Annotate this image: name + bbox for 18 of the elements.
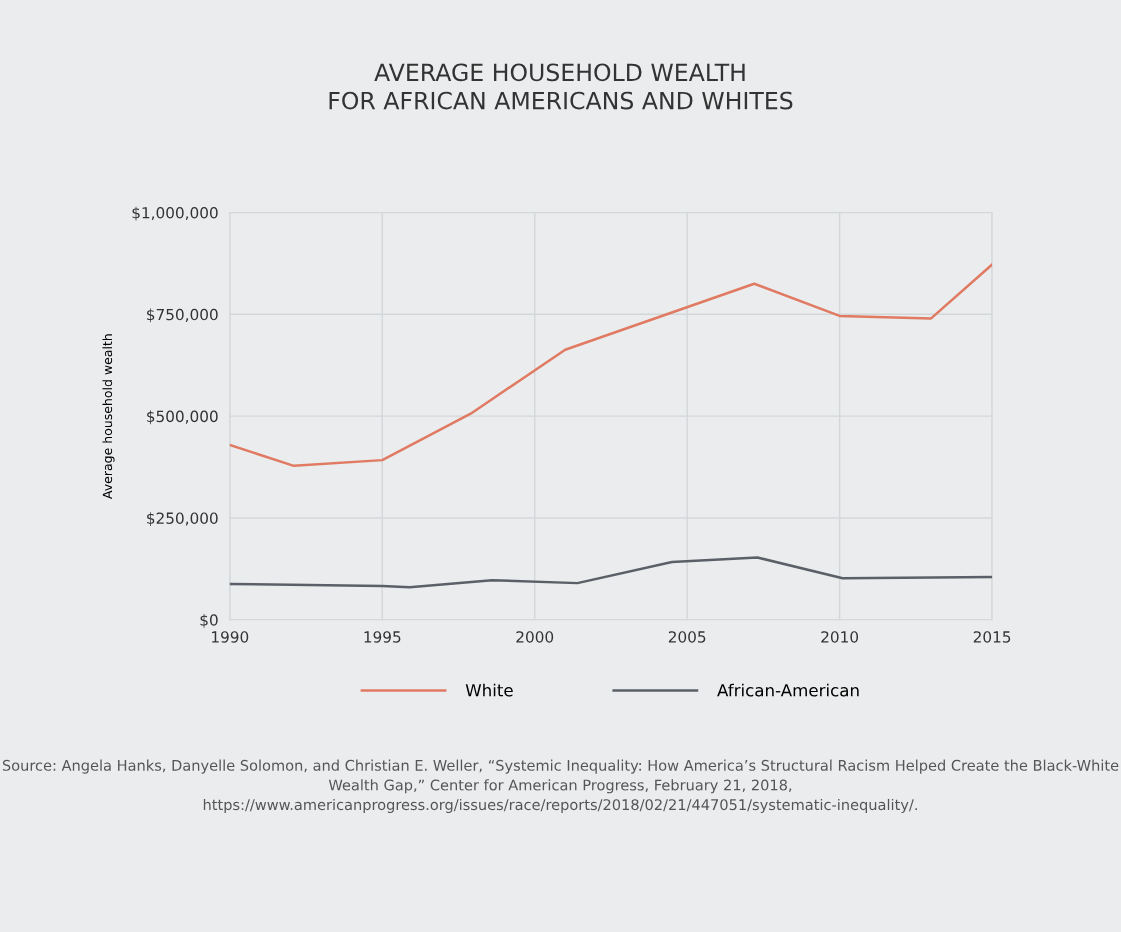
y-tick-label: $750,000 [147, 308, 218, 323]
y-tick-label: $500,000 [147, 410, 218, 425]
x-tick-label: 2000 [516, 631, 554, 643]
x-tick-label: 2010 [821, 631, 859, 643]
y-tick-label: $0 [200, 613, 218, 628]
line-series [229, 263, 993, 468]
y-tick-label: $1,000,000 [132, 206, 218, 221]
legend-label: White [465, 683, 513, 697]
chart-title: AVERAGE HOUSEHOLD WEALTH FOR AFRICAN AMERICANS AND WHITES [329, 63, 793, 110]
y-tick-label: $250,000 [147, 512, 218, 527]
source-note: Source: Angela Hanks, Danyelle Solomon, and Christian E. Weller, “Systemic Inequality: How America’s Structural Racism Helped Create the Black-White Wealth Gap,” Center for American Progress, February 21, 2018, https://www.americanprogress.org/issues/race/reports/2018/02/21/447051/systematic-inequality/. [2, 759, 1119, 813]
y-axis-title: Average household wealth [102, 334, 115, 499]
x-tick-label: 2015 [973, 631, 1011, 643]
legend-label: African-American [717, 683, 859, 697]
x-tick-label: 1995 [364, 631, 401, 643]
line-series [229, 556, 993, 589]
x-tick-label: 2005 [668, 631, 706, 643]
x-tick-label: 1990 [212, 631, 249, 643]
